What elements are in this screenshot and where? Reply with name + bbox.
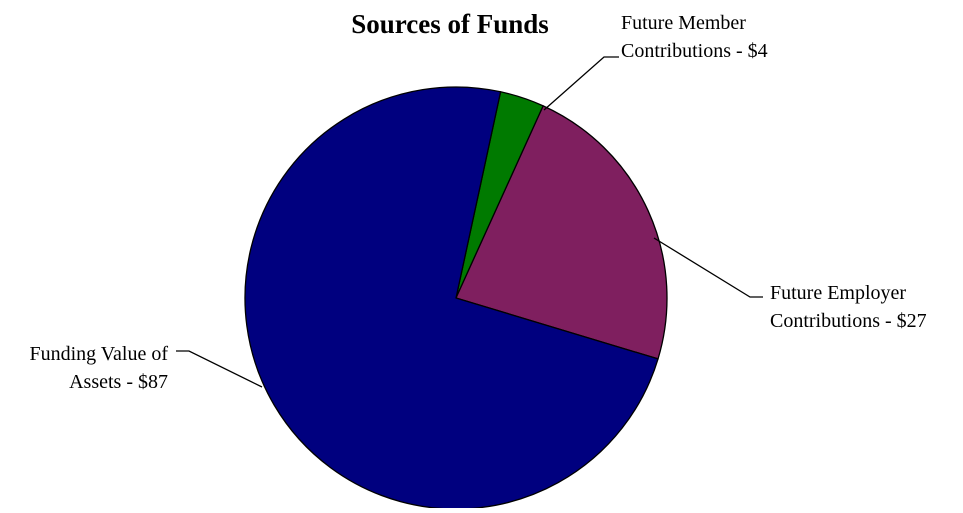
slice-future-employer-contributions	[455, 105, 668, 360]
leader-line-future-member-contributions	[543, 56, 619, 111]
slice-label-funding-value-of-assets-line-1: Funding Value of	[29, 343, 168, 365]
leader-line-funding-value-of-assets	[176, 350, 263, 388]
slice-labels: Future Member Contributions - $4 Future Em…	[29, 12, 926, 393]
slice-funding-value-of-assets	[244, 86, 659, 510]
leader-line-future-employer-contributions	[653, 237, 763, 298]
pie-slices	[244, 86, 668, 510]
chart-title: Sources of Funds	[351, 9, 549, 39]
leader-lines	[176, 56, 763, 388]
slice-label-funding-value-of-assets-line-2: Assets - $87	[69, 371, 168, 393]
slice-label-future-employer-contributions-line-1: Future Employer	[770, 282, 906, 304]
slice-label-future-member-contributions-line-2: Contributions - $4	[621, 40, 768, 62]
slice-label-future-member-contributions-line-1: Future Member	[621, 12, 746, 34]
slice-label-future-employer-contributions-line-2: Contributions - $27	[770, 310, 927, 332]
